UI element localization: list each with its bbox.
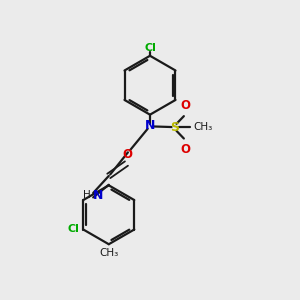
Text: H: H — [83, 190, 91, 200]
Text: S: S — [170, 121, 179, 134]
Text: CH₃: CH₃ — [194, 122, 213, 132]
Text: CH₃: CH₃ — [99, 248, 119, 258]
Text: O: O — [180, 142, 190, 156]
Text: Cl: Cl — [68, 224, 80, 235]
Text: N: N — [145, 119, 155, 132]
Text: N: N — [93, 188, 103, 202]
Text: O: O — [180, 99, 190, 112]
Text: O: O — [122, 148, 132, 160]
Text: Cl: Cl — [144, 43, 156, 53]
